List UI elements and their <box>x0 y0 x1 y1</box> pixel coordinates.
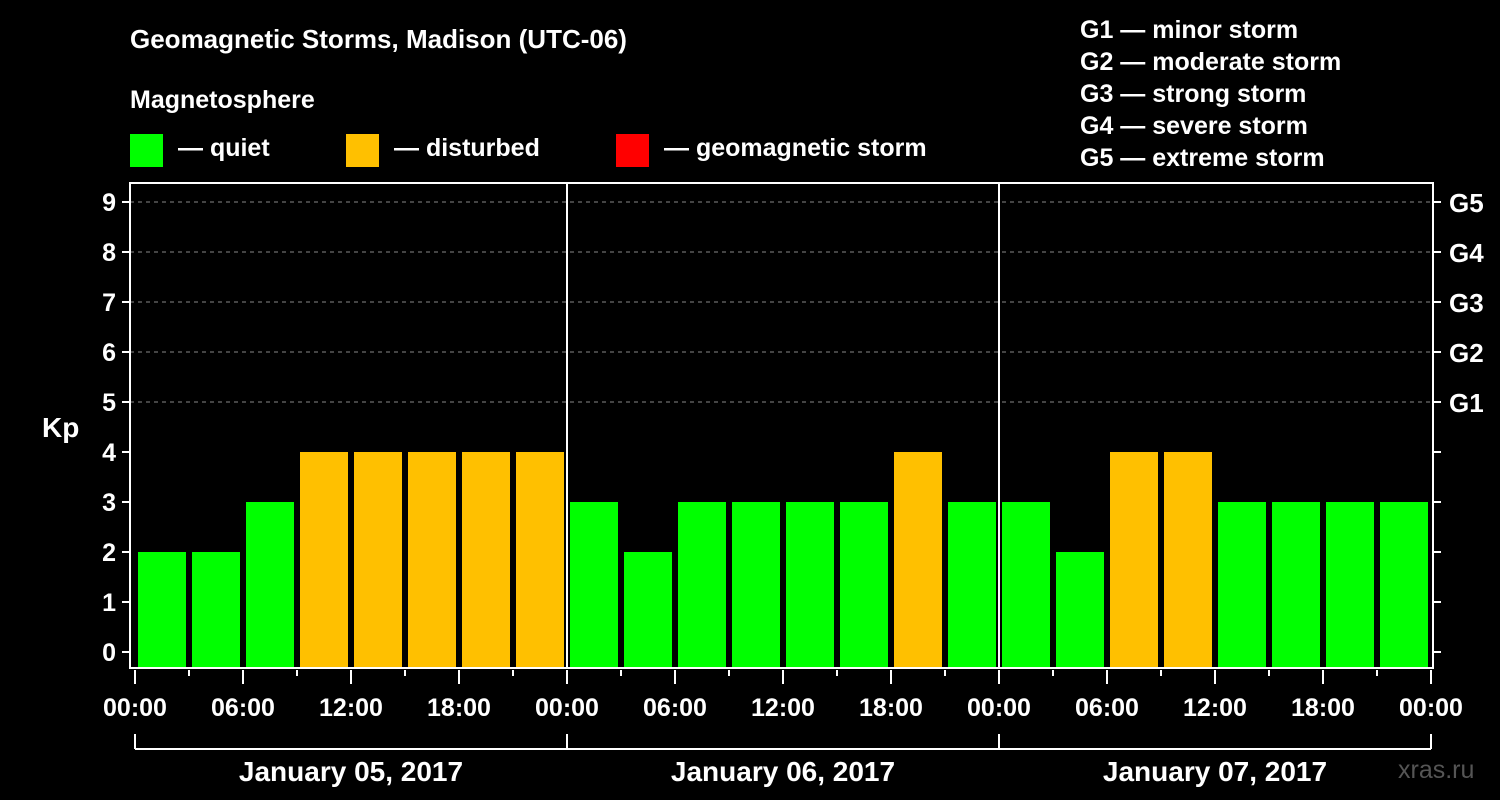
kp-bar <box>516 452 564 668</box>
kp-bar <box>1056 552 1104 668</box>
kp-bar <box>354 452 402 668</box>
kp-bar <box>948 502 996 668</box>
kp-bar <box>894 452 942 668</box>
legend-swatch-storm <box>616 134 649 167</box>
y-tick-label: 6 <box>102 339 116 367</box>
storm-scale-g2: G2 — moderate storm <box>1080 48 1342 76</box>
g-scale-label: G4 <box>1449 238 1484 268</box>
x-tick-label: 18:00 <box>859 694 923 722</box>
watermark: xras.ru <box>1398 756 1475 784</box>
storm-scale-g4: G4 — severe storm <box>1080 112 1308 140</box>
kp-bar <box>840 502 888 668</box>
day-label: January 05, 2017 <box>239 756 463 787</box>
kp-bar <box>570 502 618 668</box>
storm-scale-g3: G3 — strong storm <box>1080 80 1307 108</box>
x-tick-label: 18:00 <box>427 694 491 722</box>
kp-bar <box>678 502 726 668</box>
kp-bar <box>1164 452 1212 668</box>
kp-bar <box>1326 502 1374 668</box>
legend-swatch-quiet <box>130 134 163 167</box>
kp-bar <box>1380 502 1428 668</box>
g-scale-label: G3 <box>1449 288 1484 318</box>
kp-bar <box>1218 502 1266 668</box>
x-tick-label: 12:00 <box>319 694 383 722</box>
kp-bar <box>462 452 510 668</box>
g-scale-label: G5 <box>1449 188 1484 218</box>
x-tick-label: 12:00 <box>1183 694 1247 722</box>
storm-scale-g1: G1 — minor storm <box>1080 16 1299 44</box>
day-label: January 06, 2017 <box>671 756 895 787</box>
day-label: January 07, 2017 <box>1103 756 1327 787</box>
legend-label-storm: — geomagnetic storm <box>664 134 927 162</box>
y-tick-label: 3 <box>102 489 116 517</box>
chart-title: Geomagnetic Storms, Madison (UTC-06) <box>130 24 627 54</box>
kp-bar <box>624 552 672 668</box>
y-axis-label: Kp <box>42 412 80 443</box>
legend-label-disturbed: — disturbed <box>394 134 540 162</box>
g-scale-label: G2 <box>1449 338 1484 368</box>
x-tick-label: 12:00 <box>751 694 815 722</box>
x-tick-label: 18:00 <box>1291 694 1355 722</box>
kp-bar <box>300 452 348 668</box>
y-tick-label: 1 <box>102 589 116 617</box>
x-tick-label: 00:00 <box>535 694 599 722</box>
y-tick-label: 4 <box>102 439 116 467</box>
storm-scale-g5: G5 — extreme storm <box>1080 144 1325 172</box>
y-tick-label: 2 <box>102 539 116 567</box>
legend-title: Magnetosphere <box>130 86 315 114</box>
storm-scale-legend: G1 — minor storm G2 — moderate storm G3 … <box>1080 14 1341 174</box>
kp-bar <box>246 502 294 668</box>
kp-bar <box>1272 502 1320 668</box>
x-tick-label: 06:00 <box>211 694 275 722</box>
x-tick-label: 00:00 <box>103 694 167 722</box>
kp-bar <box>732 502 780 668</box>
x-tick-label: 06:00 <box>1075 694 1139 722</box>
x-tick-label: 00:00 <box>967 694 1031 722</box>
plot-frame <box>129 182 1434 669</box>
y-tick-label: 8 <box>102 239 116 267</box>
kp-bar <box>786 502 834 668</box>
y-tick-label: 9 <box>102 189 116 217</box>
kp-bar <box>1110 452 1158 668</box>
kp-bar <box>138 552 186 668</box>
y-tick-label: 0 <box>102 639 116 667</box>
kp-bar <box>1002 502 1050 668</box>
legend-label-quiet: — quiet <box>178 134 270 162</box>
y-tick-label: 7 <box>102 289 116 317</box>
y-tick-label: 5 <box>102 389 116 417</box>
kp-bar <box>408 452 456 668</box>
x-tick-label: 00:00 <box>1399 694 1463 722</box>
kp-bar <box>192 552 240 668</box>
g-scale-label: G1 <box>1449 388 1484 418</box>
legend-swatch-disturbed <box>346 134 379 167</box>
x-tick-label: 06:00 <box>643 694 707 722</box>
